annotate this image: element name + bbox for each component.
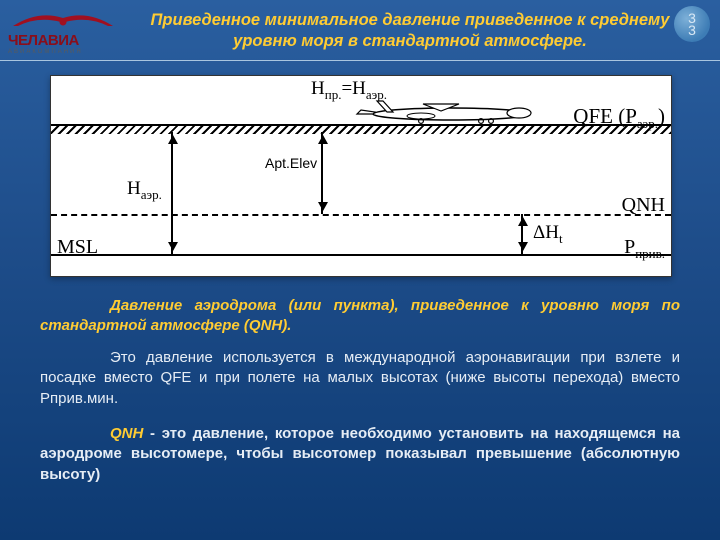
label-dht: ΔHt xyxy=(533,222,563,247)
paragraph-1: Давление аэродрома (или пункта), приведе… xyxy=(40,296,680,337)
para1-lead: Давление аэродрома (или пункта), приведе… xyxy=(40,297,680,334)
page-num-2: 3 xyxy=(688,24,696,36)
logo: ЧЕЛАВИА АВИАКОМПАНИЯ xyxy=(8,6,118,55)
title-underline xyxy=(0,60,720,61)
altitude-diagram: Hпр.=Hаэр. QFE (Pаэр.) Hаэр. Apt.Elev QN… xyxy=(50,75,672,277)
arrow-apt xyxy=(321,132,323,214)
arrow-dht xyxy=(521,214,523,254)
paragraph-3: QNH - это давление, которое необходимо у… xyxy=(40,424,680,485)
logo-wings-icon xyxy=(8,6,118,34)
line-msl xyxy=(51,254,671,256)
label-haer: Hаэр. xyxy=(127,178,162,203)
paragraph-2: Это давление используется в международно… xyxy=(40,348,680,409)
page-title: Приведенное минимальное давление приведе… xyxy=(140,10,680,53)
logo-sub: АВИАКОМПАНИЯ xyxy=(8,49,118,55)
label-qnh: QNH xyxy=(622,194,665,217)
arrow-haer xyxy=(171,132,173,254)
label-ppriv: Pприв. xyxy=(624,236,665,262)
para3-lead: QNH xyxy=(110,425,143,442)
label-msl: MSL xyxy=(57,236,98,259)
dash-qnh xyxy=(51,214,671,216)
logo-brand: ЧЕЛАВИА xyxy=(8,32,118,49)
label-qfe: QFE (Pаэр.) xyxy=(573,104,665,132)
para2-text: Это давление используется в международно… xyxy=(40,349,680,407)
label-apt: Apt.Elev xyxy=(261,154,321,172)
